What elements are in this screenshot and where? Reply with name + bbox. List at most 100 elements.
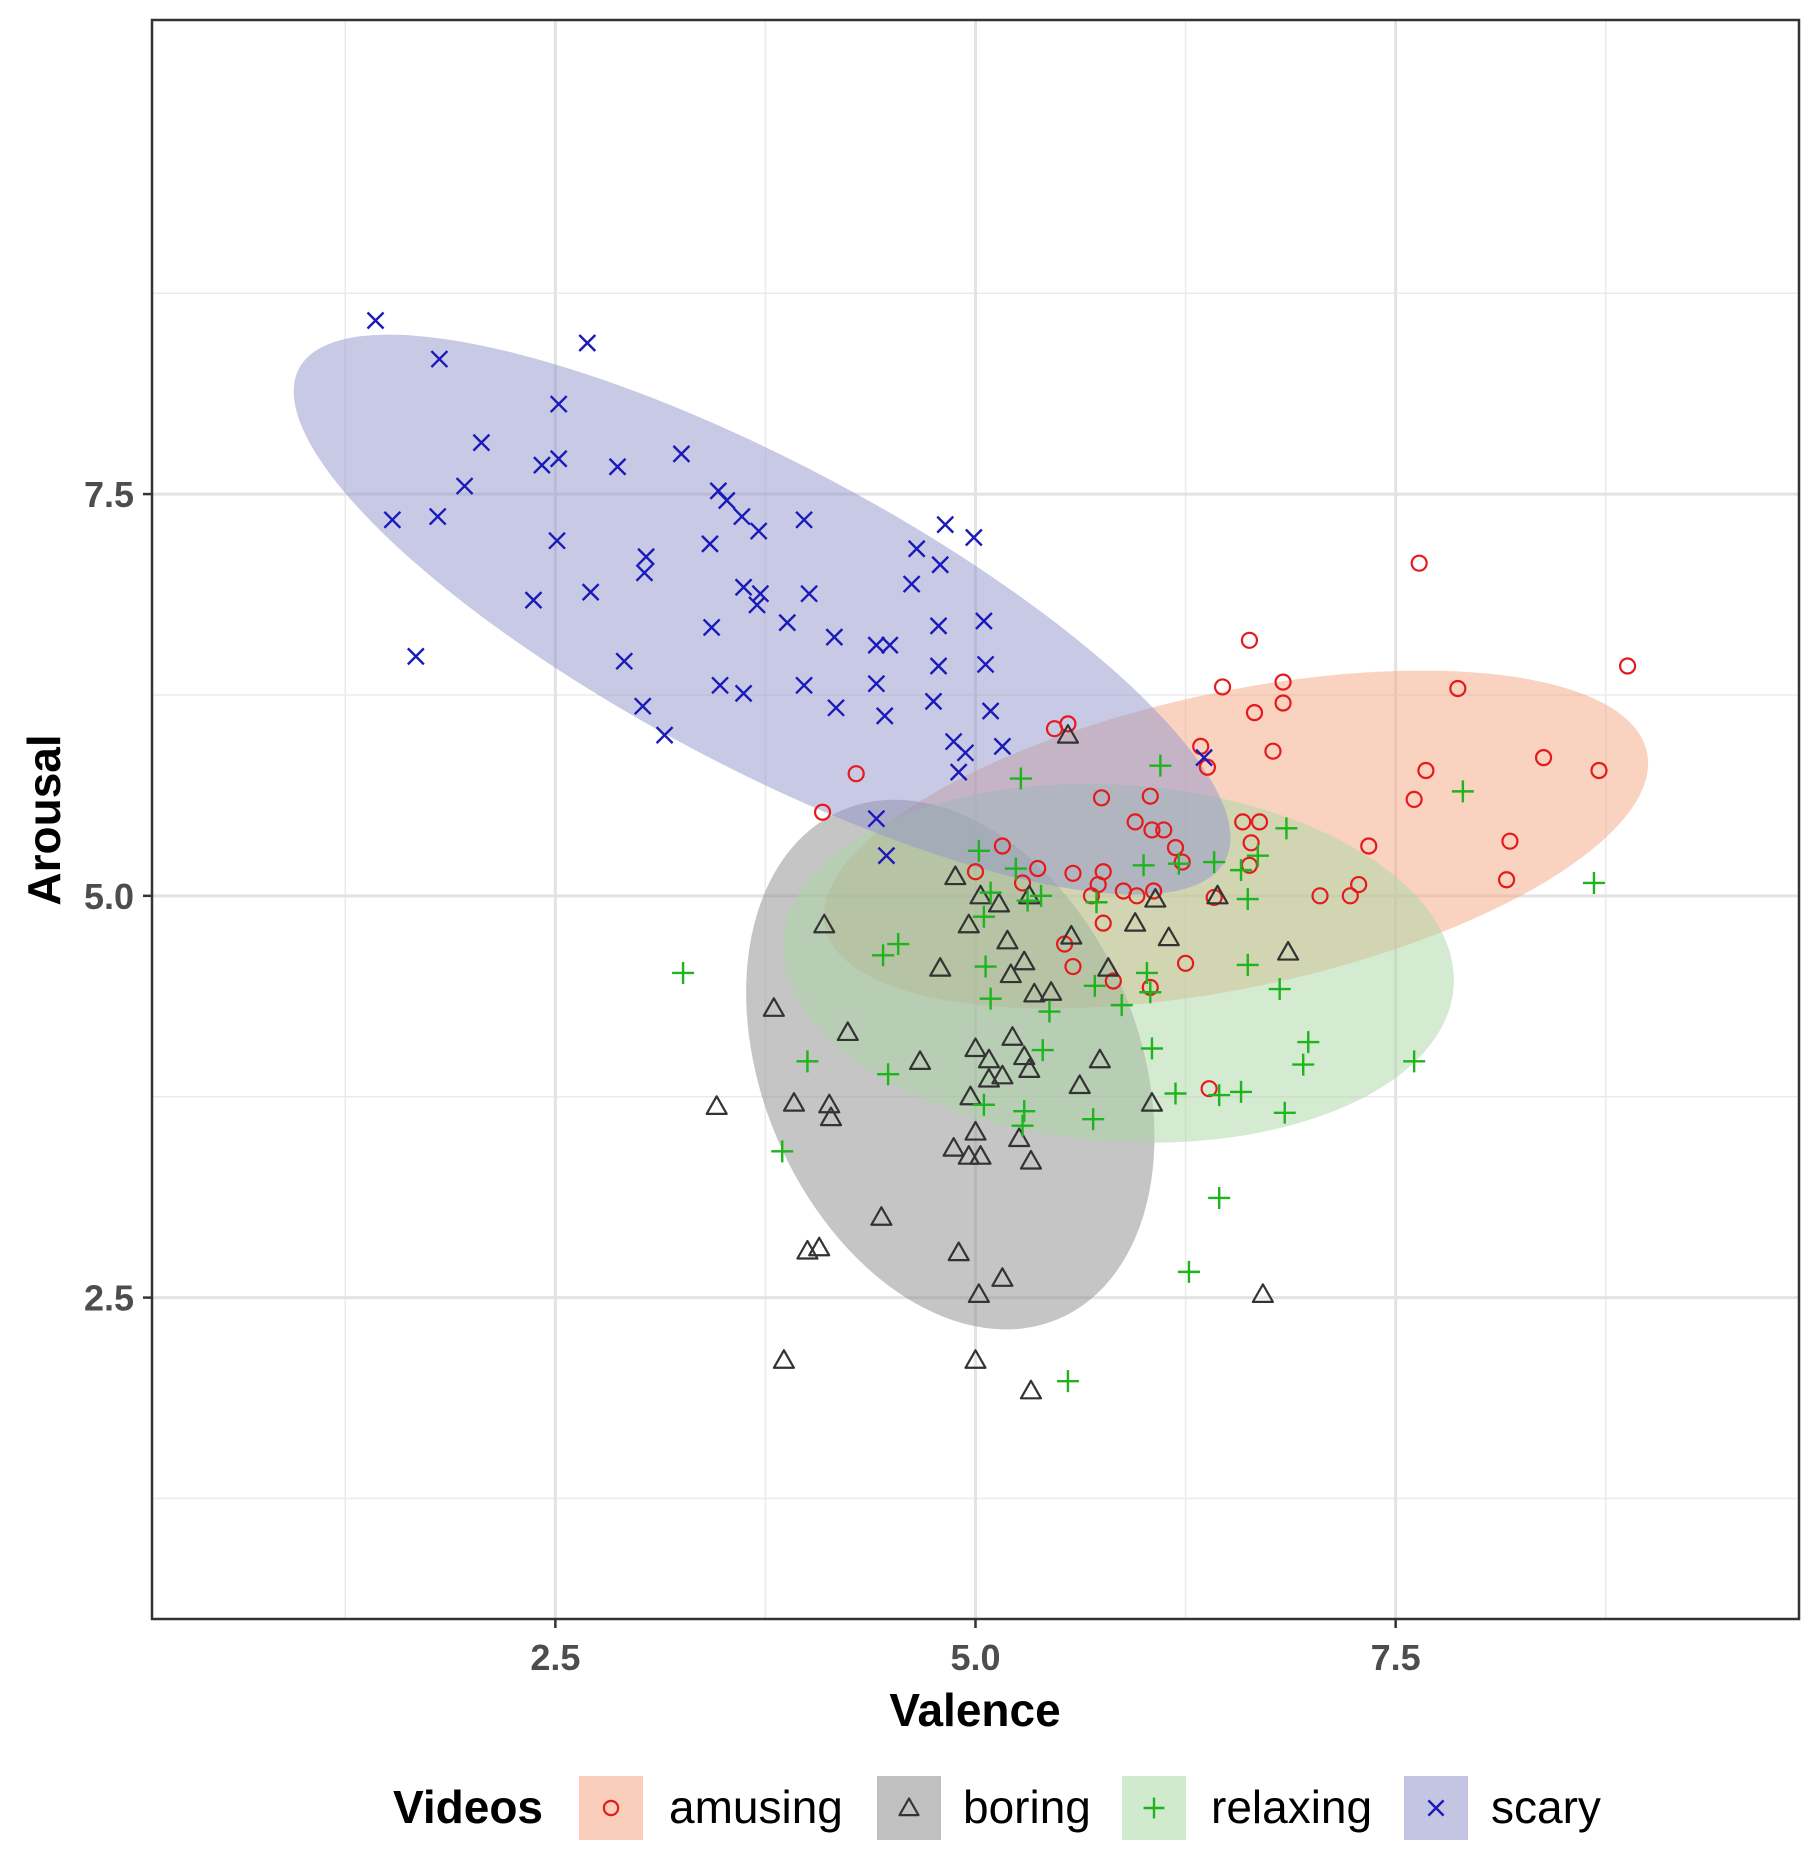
relaxing-series [672,754,1605,1393]
relaxing-point [1236,888,1259,911]
scary-point [867,636,886,654]
x-tick-label: 2.5 [530,1637,580,1678]
scary-ellipse [293,334,1231,895]
legend-marker-boring [898,1797,920,1817]
boring-point [1251,1283,1274,1303]
relaxing-point [771,1140,794,1163]
relaxing-point [1139,981,1162,1004]
scary-point [981,702,1000,720]
amusing-point [1176,954,1195,972]
scary-point [795,510,813,529]
scary-point [428,507,447,526]
scary-point [800,584,818,603]
y-tick-label: 5.0 [84,876,134,917]
relaxing-point [1451,780,1474,803]
relaxing-point [1203,851,1226,874]
y-axis-ticks: 2.5 5.0 7.5 [84,474,152,1319]
scary-point [672,445,691,463]
amusing-point [1341,887,1359,905]
relaxing-point [974,955,997,978]
amusing-point [1013,874,1032,892]
relaxing-point [972,1093,995,1116]
boring-point [836,1021,859,1042]
amusing-point [1029,859,1047,878]
relaxing-point [1208,1186,1231,1209]
boring-point [1001,1026,1024,1046]
boring-point [1056,724,1080,744]
relaxing-point [1004,857,1027,880]
scary-series [366,311,1213,865]
relaxing-point [1292,1053,1315,1076]
amusing-point [1145,882,1163,900]
amusing-point [1234,813,1252,831]
boring-point [1088,1048,1111,1069]
boring-point [957,913,980,934]
scary-point [827,698,845,717]
scary-point [929,617,948,635]
boring-point [991,1267,1014,1287]
data-points [366,311,1637,1400]
scary-point [993,737,1012,756]
boring-point [1013,1045,1036,1066]
scary-point [1195,748,1213,767]
relaxing-point [672,961,695,984]
amusing-point [1213,678,1232,696]
confidence-ellipses [293,334,1649,1330]
amusing-point [1264,742,1282,760]
scary-point [956,743,975,762]
relaxing-point [1268,978,1291,1001]
scary-point [578,334,597,352]
boring-point [942,1137,965,1157]
amusing-point [1449,679,1467,698]
relaxing-point [1164,1082,1187,1105]
amusing-point [1064,864,1082,882]
y-tick-label: 7.5 [84,474,134,515]
boring-point [1019,1149,1043,1170]
x-axis-ticks: 2.5 5.0 7.5 [530,1619,1421,1678]
legend-label-relaxing: relaxing [1211,1781,1372,1833]
amusing-point [1417,761,1435,780]
scary-point [734,578,753,597]
boring-point [1013,950,1036,971]
relaxing-point [1177,1260,1200,1283]
boring-point [947,1241,970,1262]
boring-point [991,1064,1014,1085]
boring-point [1140,1092,1164,1112]
scary-point [875,706,894,725]
boring-point [1060,924,1083,945]
amusing-point [1126,813,1144,831]
relaxing-point [1230,1080,1253,1103]
relaxing-point [1246,844,1269,867]
legend-key-boring [877,1776,941,1840]
relaxing-point [1149,754,1172,777]
relaxing-point [1011,1114,1034,1137]
amusing-point [1250,813,1269,831]
boring-point [959,1085,982,1106]
boring-point [870,1206,893,1226]
scary-point [748,596,766,614]
relaxing-point [1135,961,1158,984]
amusing-point [1618,657,1637,675]
amusing-point [1240,631,1259,649]
amusing-point [1360,837,1378,855]
boring-point [772,1349,796,1369]
boring-point [969,884,992,905]
relaxing-point [979,987,1002,1010]
boring-point [987,892,1011,913]
scary-point [733,507,751,526]
scary-point [635,563,654,582]
legend-key-amusing [579,1776,643,1840]
scary-point [931,555,950,574]
amusing-series [813,554,1637,1098]
relaxing-point [1230,859,1253,882]
relaxing-point [1208,1084,1231,1107]
boring-point [782,1092,806,1112]
boring-series [705,724,1300,1400]
amusing-point [1059,715,1077,733]
amusing-point [1094,914,1112,932]
boring-point [808,1236,831,1257]
amusing-point [1141,787,1159,805]
amusing-point [1143,821,1161,839]
amusing-point [1128,887,1146,905]
relaxing-point [979,881,1002,904]
